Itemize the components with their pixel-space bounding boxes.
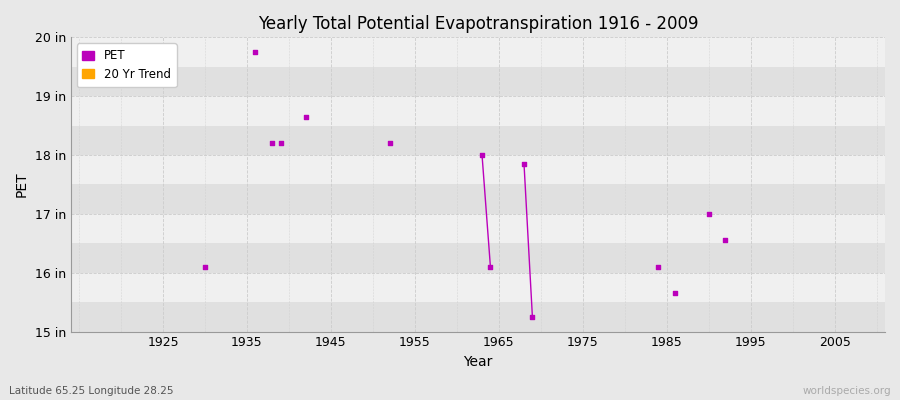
Point: [198, 264, 212, 270]
Point: [718, 237, 733, 244]
Point: [483, 264, 498, 270]
Bar: [71, 155, 885, 184]
Bar: [71, 126, 885, 155]
Title: Yearly Total Potential Evapotranspiration 1916 - 2009: Yearly Total Potential Evapotranspiratio…: [257, 15, 698, 33]
Y-axis label: PET: PET: [15, 172, 29, 197]
Point: [701, 211, 716, 217]
Text: worldspecies.org: worldspecies.org: [803, 386, 891, 396]
X-axis label: Year: Year: [464, 355, 492, 369]
Legend: PET, 20 Yr Trend: PET, 20 Yr Trend: [76, 43, 176, 87]
Point: [475, 152, 490, 158]
Point: [265, 140, 279, 146]
Point: [668, 290, 682, 296]
Bar: [71, 184, 885, 214]
Point: [299, 114, 313, 120]
Bar: [71, 67, 885, 96]
Point: [248, 49, 263, 55]
Bar: [71, 96, 885, 126]
Point: [651, 264, 665, 270]
Point: [526, 314, 540, 320]
Bar: [71, 37, 885, 67]
Point: [382, 140, 397, 146]
Point: [274, 140, 288, 146]
Text: Latitude 65.25 Longitude 28.25: Latitude 65.25 Longitude 28.25: [9, 386, 174, 396]
Bar: [71, 302, 885, 332]
Bar: [71, 273, 885, 302]
Point: [517, 161, 531, 167]
Bar: [71, 214, 885, 243]
Bar: [71, 243, 885, 273]
